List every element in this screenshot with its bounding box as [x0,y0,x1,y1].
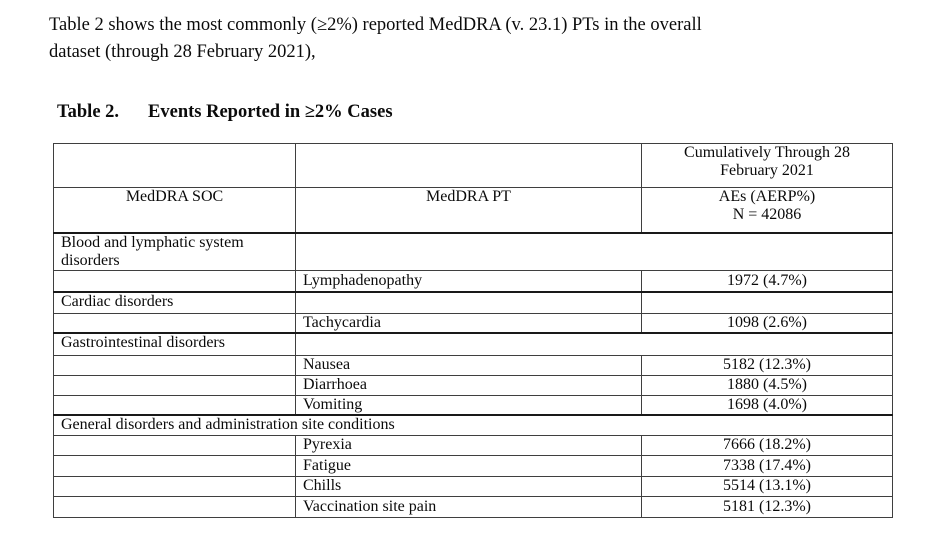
header-aes-line-2: N = 42086 [732,206,802,223]
pt-cell: Fatigue [295,454,642,477]
empty-soc-cell [53,269,296,293]
intro-paragraph: Table 2 shows the most commonly (≥2%) re… [49,12,702,66]
value-cell: 7338 (17.4%) [641,454,893,477]
row-pt-vaccination-site-pain: Vaccination site pain 5181 (12.3%) [53,495,893,518]
row-pt-tachycardia: Tachycardia 1098 (2.6%) [53,312,893,334]
row-pt-nausea: Nausea 5182 (12.3%) [53,354,893,376]
intro-line-2: dataset (through 28 February 2021), [49,42,316,62]
soc-cell: Cardiac disorders [53,291,296,314]
header-cell-meddra-soc: MedDRA SOC [53,187,296,233]
row-soc-general-disorders: General disorders and administration sit… [53,414,893,436]
soc-cell: Blood and lymphatic system disorders [53,231,296,271]
value-cell: 5181 (12.3%) [641,495,893,518]
value-cell: 5182 (12.3%) [641,354,893,376]
row-pt-vomiting: Vomiting 1698 (4.0%) [53,394,893,416]
header-cell-meddra-pt: MedDRA PT [295,187,642,233]
pt-cell: Tachycardia [295,312,642,334]
value-cell: 7666 (18.2%) [641,434,893,456]
header-cumulative-line-1: Cumulatively Through 28 [684,144,850,162]
empty-soc-cell [53,495,296,518]
empty-soc-cell [53,354,296,376]
row-pt-diarrhoea: Diarrhoea 1880 (4.5%) [53,374,893,396]
pt-cell: Pyrexia [295,434,642,456]
header-cell-cumulative: Cumulatively Through 28 February 2021 [641,143,893,188]
header-row-1: Cumulatively Through 28 February 2021 [53,143,893,188]
empty-soc-cell [53,312,296,334]
value-cell: 1880 (4.5%) [641,374,893,396]
pt-cell: Chills [295,475,642,497]
header-cell-empty-pt [295,143,642,188]
row-pt-pyrexia: Pyrexia 7666 (18.2%) [53,434,893,456]
pt-cell: Vaccination site pain [295,495,642,518]
header-cumulative-line-2: February 2021 [720,162,814,179]
row-pt-fatigue: Fatigue 7338 (17.4%) [53,454,893,477]
value-cell: 1972 (4.7%) [641,269,893,293]
empty-merged-cell [295,332,893,356]
table-caption-title: Events Reported in ≥2% Cases [148,102,393,122]
row-soc-blood-lymphatic: Blood and lymphatic system disorders [53,231,893,271]
soc-cell-spanning: General disorders and administration sit… [53,414,893,436]
header-aes-line-1: AEs (AERP%) [718,188,816,206]
table-caption-label: Table 2. [57,102,120,122]
empty-soc-cell [53,475,296,497]
value-cell: 1098 (2.6%) [641,312,893,334]
row-pt-chills: Chills 5514 (13.1%) [53,475,893,497]
empty-merged-cell [295,231,893,271]
empty-soc-cell [53,434,296,456]
value-cell: 5514 (13.1%) [641,475,893,497]
row-pt-lymphadenopathy: Lymphadenopathy 1972 (4.7%) [53,269,893,293]
pt-cell: Lymphadenopathy [295,269,642,293]
empty-soc-cell [53,374,296,396]
intro-line-1: Table 2 shows the most commonly (≥2%) re… [49,15,702,35]
pt-cell: Vomiting [295,394,642,416]
row-soc-gastrointestinal: Gastrointestinal disorders [53,332,893,356]
soc-cell: Gastrointestinal disorders [53,332,296,356]
empty-soc-cell [53,454,296,477]
events-table: Cumulatively Through 28 February 2021 Me… [53,143,893,518]
empty-pt-cell [295,291,642,314]
pt-cell: Diarrhoea [295,374,642,396]
empty-soc-cell [53,394,296,416]
header-cell-empty-soc [53,143,296,188]
table-caption: Table 2. Events Reported in ≥2% Cases [57,102,393,123]
row-soc-cardiac: Cardiac disorders [53,291,893,314]
header-row-2: MedDRA SOC MedDRA PT AEs (AERP%) N = 420… [53,187,893,233]
value-cell: 1698 (4.0%) [641,394,893,416]
header-cell-aes: AEs (AERP%) N = 42086 [641,187,893,233]
empty-value-cell [641,291,893,314]
pt-cell: Nausea [295,354,642,376]
